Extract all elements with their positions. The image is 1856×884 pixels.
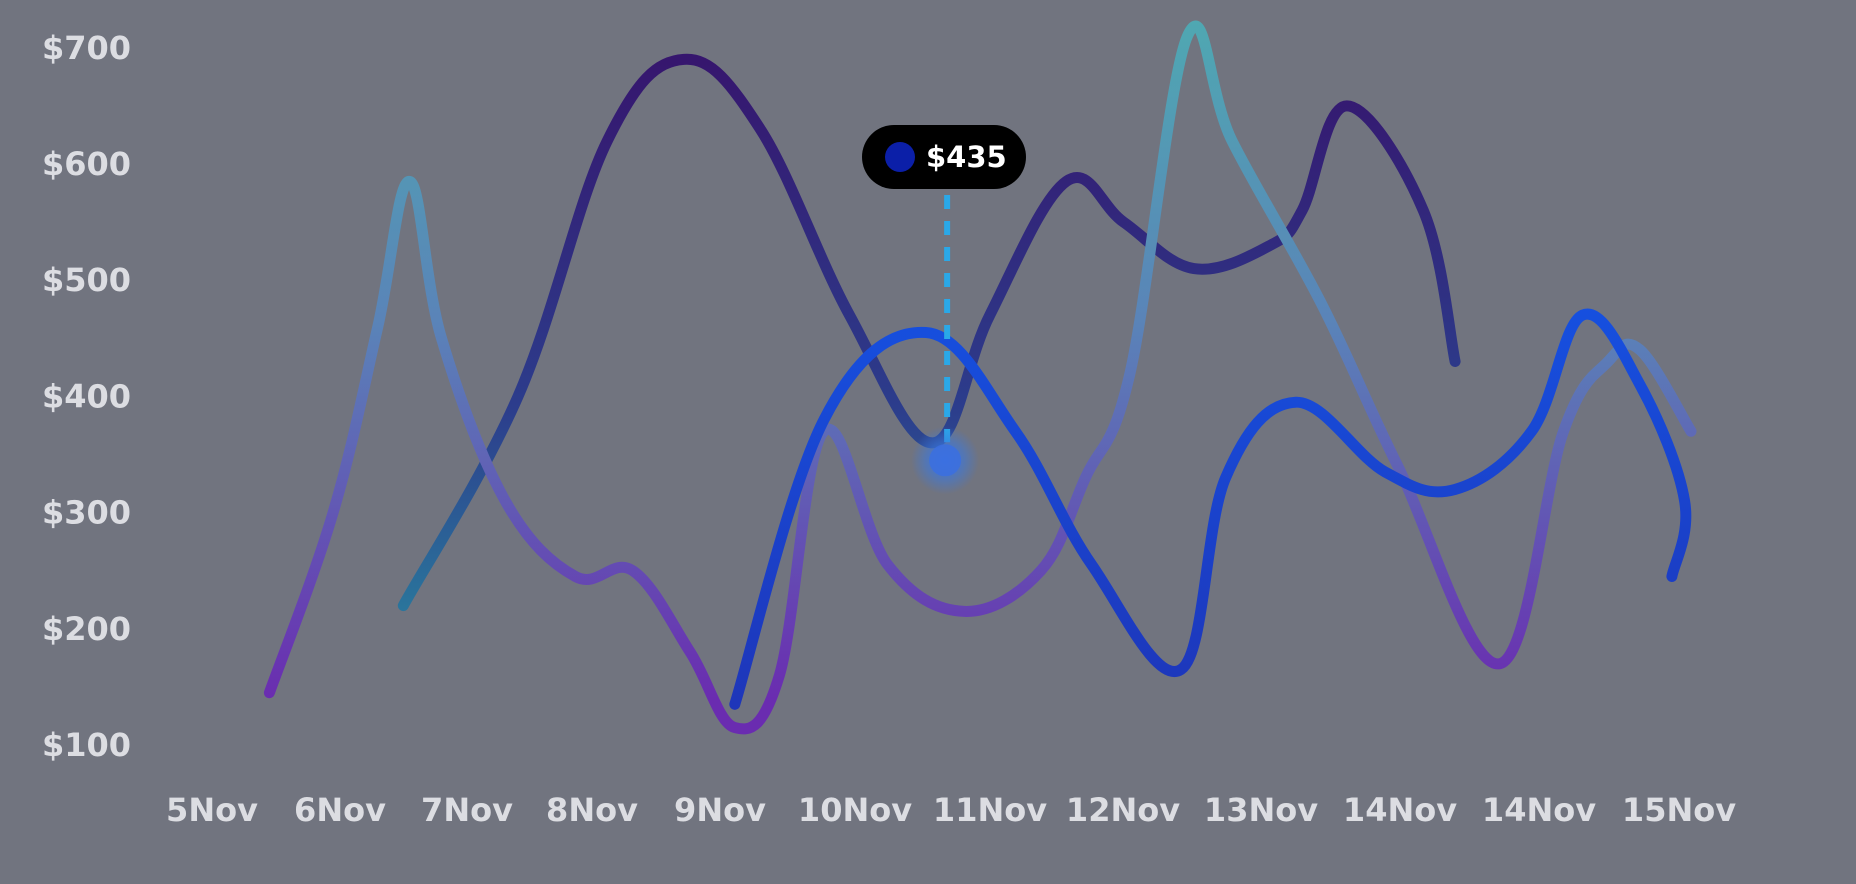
tooltip-pill bbox=[862, 125, 1026, 189]
x-tick-label: 10Nov bbox=[798, 791, 912, 829]
series-line-violet-teal bbox=[263, 20, 1697, 735]
tooltip-marker-dot bbox=[885, 142, 915, 172]
x-tick-label: 15Nov bbox=[1622, 791, 1736, 829]
x-tick-label: 6Nov bbox=[294, 791, 386, 829]
tooltip: $435 bbox=[862, 125, 1026, 495]
x-tick-label: 8Nov bbox=[546, 791, 638, 829]
y-tick-label: $700 bbox=[42, 29, 131, 67]
x-tick-label: 5Nov bbox=[166, 791, 258, 829]
series-line-indigo bbox=[397, 53, 1461, 612]
tooltip-value: $435 bbox=[926, 140, 1007, 174]
x-tick-label: 14Nov bbox=[1343, 791, 1457, 829]
y-axis: $100 $200 $300 $400 $500 $600 $700 bbox=[42, 29, 131, 764]
y-tick-label: $500 bbox=[42, 261, 131, 299]
x-tick-label: 9Nov bbox=[674, 791, 766, 829]
series-line-blue bbox=[729, 308, 1692, 710]
x-tick-label: 12Nov bbox=[1066, 791, 1180, 829]
y-tick-label: $400 bbox=[42, 377, 131, 415]
series-layer bbox=[263, 20, 1697, 735]
y-tick-label: $200 bbox=[42, 610, 131, 648]
x-tick-label: 14Nov bbox=[1482, 791, 1596, 829]
y-tick-label: $300 bbox=[42, 494, 131, 532]
y-tick-label: $100 bbox=[42, 726, 131, 764]
x-tick-label: 7Nov bbox=[421, 791, 513, 829]
x-tick-label: 13Nov bbox=[1204, 791, 1318, 829]
highlight-point bbox=[929, 444, 962, 477]
x-tick-label: 11Nov bbox=[933, 791, 1047, 829]
y-tick-label: $600 bbox=[42, 145, 131, 183]
x-axis: 5Nov 6Nov 7Nov 8Nov 9Nov 10Nov 11Nov 12Nov 13Nov… bbox=[166, 791, 1736, 829]
